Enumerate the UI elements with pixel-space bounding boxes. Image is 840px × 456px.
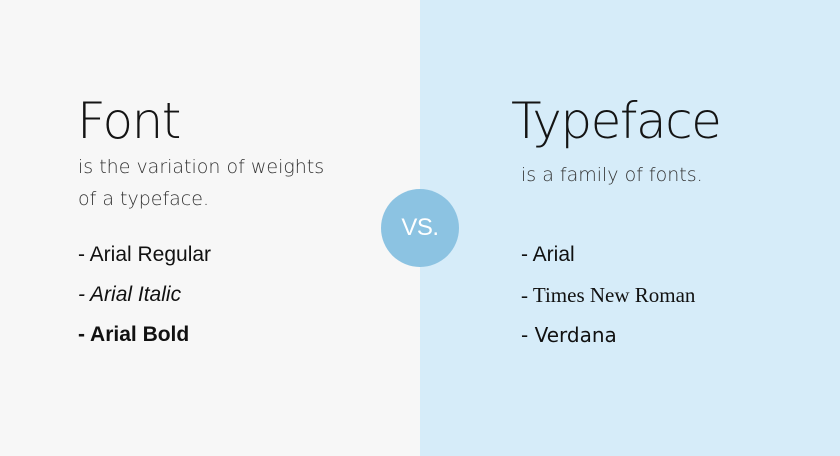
typeface-example-list: - Arial - Times New Roman - Verdana [521, 235, 695, 355]
typeface-example-verdana: - Verdana [521, 323, 617, 347]
font-example-regular: - Arial Regular [78, 243, 212, 266]
font-description-line-1: is the variation of weights [78, 156, 325, 178]
vs-badge: VS. [381, 189, 459, 267]
typeface-example-times-new-roman: - Times New Roman [521, 283, 696, 307]
font-example-list: - Arial Regular - Arial Italic - Arial B… [78, 235, 211, 355]
typeface-heading: Typeface [511, 92, 722, 150]
font-description-line-2: of a typeface. [78, 188, 209, 210]
typeface-example-arial: - Arial [521, 243, 575, 266]
typeface-description: is a family of fonts. [521, 164, 703, 186]
font-example-italic: - Arial Italic [78, 283, 182, 306]
font-panel: Font is the variation of weights of a ty… [77, 92, 325, 355]
font-heading: Font [77, 92, 181, 150]
vs-label: VS. [401, 214, 439, 241]
typeface-panel: Typeface is a family of fonts. - Arial -… [420, 0, 840, 456]
font-example-bold: - Arial Bold [78, 323, 190, 346]
